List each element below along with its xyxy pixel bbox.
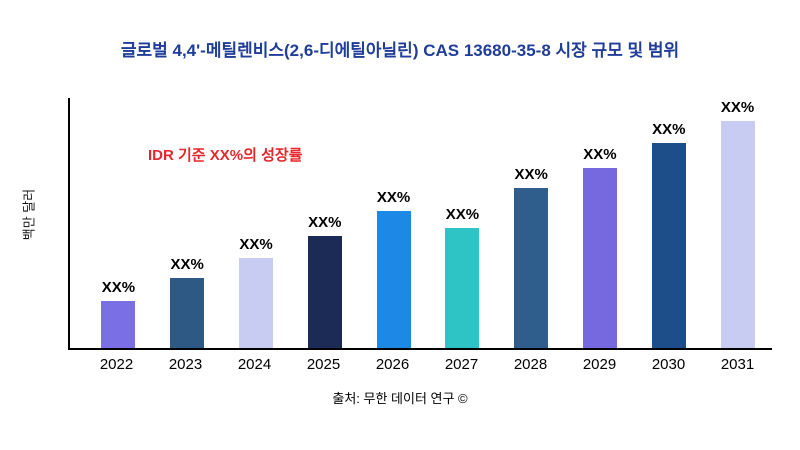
bar-column: XX% (497, 98, 566, 348)
x-tick-label: 2024 (237, 356, 272, 373)
x-tick-label: 2026 (375, 356, 410, 373)
x-tick-label: 2025 (306, 356, 341, 373)
x-tick-label: 2029 (582, 356, 617, 373)
x-tick-label: 2030 (651, 356, 686, 373)
bar (720, 120, 755, 348)
bar (514, 188, 549, 348)
bar-column: XX% (153, 98, 222, 348)
bar-value-label: XX% (652, 121, 686, 138)
bar (651, 143, 686, 348)
bar-value-label: XX% (720, 98, 755, 116)
bar-column: XX% (428, 98, 497, 348)
bar-value-label: XX% (308, 213, 342, 231)
bar-value-label: XX% (239, 236, 273, 253)
bar (307, 235, 342, 348)
plot-area: XX% XX% XX% XX% XX% XX% XX% XX% XX% XX% (68, 98, 772, 350)
bar-column: XX% (222, 98, 291, 348)
bar-column: XX% (566, 98, 635, 348)
bar-value-label: XX% (445, 206, 480, 223)
bar-value-label: XX% (170, 256, 204, 273)
bar (238, 258, 273, 348)
x-tick-label: 2027 (444, 356, 479, 373)
bar-column: XX% (290, 98, 359, 348)
x-tick-label: 2031 (720, 356, 755, 373)
x-tick-label: 2028 (513, 356, 548, 373)
bar-column: XX% (359, 98, 428, 348)
growth-annotation: IDR 기준 XX%의 성장률 (148, 147, 303, 164)
y-axis-label: 백만 달러 (21, 188, 37, 241)
bar (582, 168, 617, 348)
bar (445, 228, 480, 348)
bar-column: XX% (84, 98, 153, 348)
x-tick-label: 2023 (168, 356, 203, 373)
x-tick-label: 2022 (99, 356, 134, 373)
x-tick-row: 2022 2023 2024 2025 2026 2027 2028 2029 2030 2031 (68, 356, 772, 373)
bar-value-label: XX% (376, 188, 411, 206)
bar-column: XX% (634, 98, 703, 348)
bar-value-label: XX% (514, 166, 548, 183)
source-note: 출처: 무한 데이터 연구 © (332, 391, 468, 406)
bar (101, 300, 136, 348)
bar-value-label: XX% (583, 146, 617, 163)
bar-value-label: XX% (101, 278, 136, 296)
bar-column: XX% (703, 98, 772, 348)
bar (170, 278, 205, 348)
bar (376, 210, 411, 348)
chart-title: 글로벌 4,4'-메틸렌비스(2,6-디에틸아닐린) CAS 13680-35-… (120, 41, 680, 60)
